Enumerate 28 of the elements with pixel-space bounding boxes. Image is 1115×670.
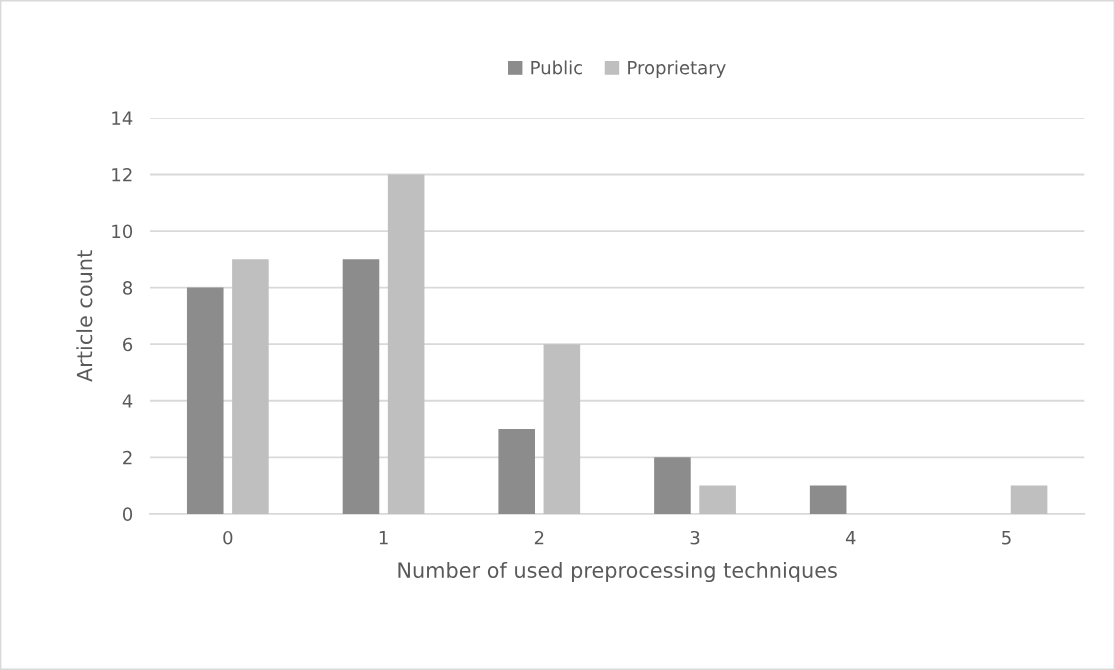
bar bbox=[387, 174, 425, 514]
y-tick-label: 14 bbox=[112, 111, 133, 125]
bar bbox=[186, 287, 224, 514]
x-tick-label: 1 bbox=[379, 531, 388, 545]
bar bbox=[809, 485, 847, 514]
y-tick-label: 12 bbox=[112, 167, 132, 182]
legend-label: Public bbox=[531, 60, 582, 75]
x-tick-label: 2 bbox=[534, 530, 544, 545]
bar bbox=[498, 429, 536, 514]
x-tick-label: 0 bbox=[223, 530, 233, 545]
bar bbox=[699, 485, 736, 514]
bar bbox=[654, 457, 691, 514]
legend-label: Proprietary bbox=[628, 60, 726, 78]
y-axis-title: Article count bbox=[76, 250, 93, 382]
x-tick-label: 4 bbox=[845, 531, 856, 545]
bar bbox=[232, 259, 269, 514]
y-tick-label: 6 bbox=[123, 337, 133, 352]
x-tick-label: 5 bbox=[1002, 531, 1011, 545]
y-tick-label: 2 bbox=[123, 450, 132, 465]
y-tick-label: 0 bbox=[123, 507, 133, 522]
y-tick-label: 8 bbox=[123, 281, 133, 295]
bar bbox=[543, 344, 581, 514]
x-tick-label: 3 bbox=[690, 530, 700, 545]
x-axis-title: Number of used preprocessing techniques bbox=[398, 561, 837, 583]
bar bbox=[1010, 485, 1048, 514]
y-tick-label: 4 bbox=[122, 394, 133, 408]
bar bbox=[342, 259, 380, 514]
y-tick-label: 10 bbox=[112, 224, 133, 239]
